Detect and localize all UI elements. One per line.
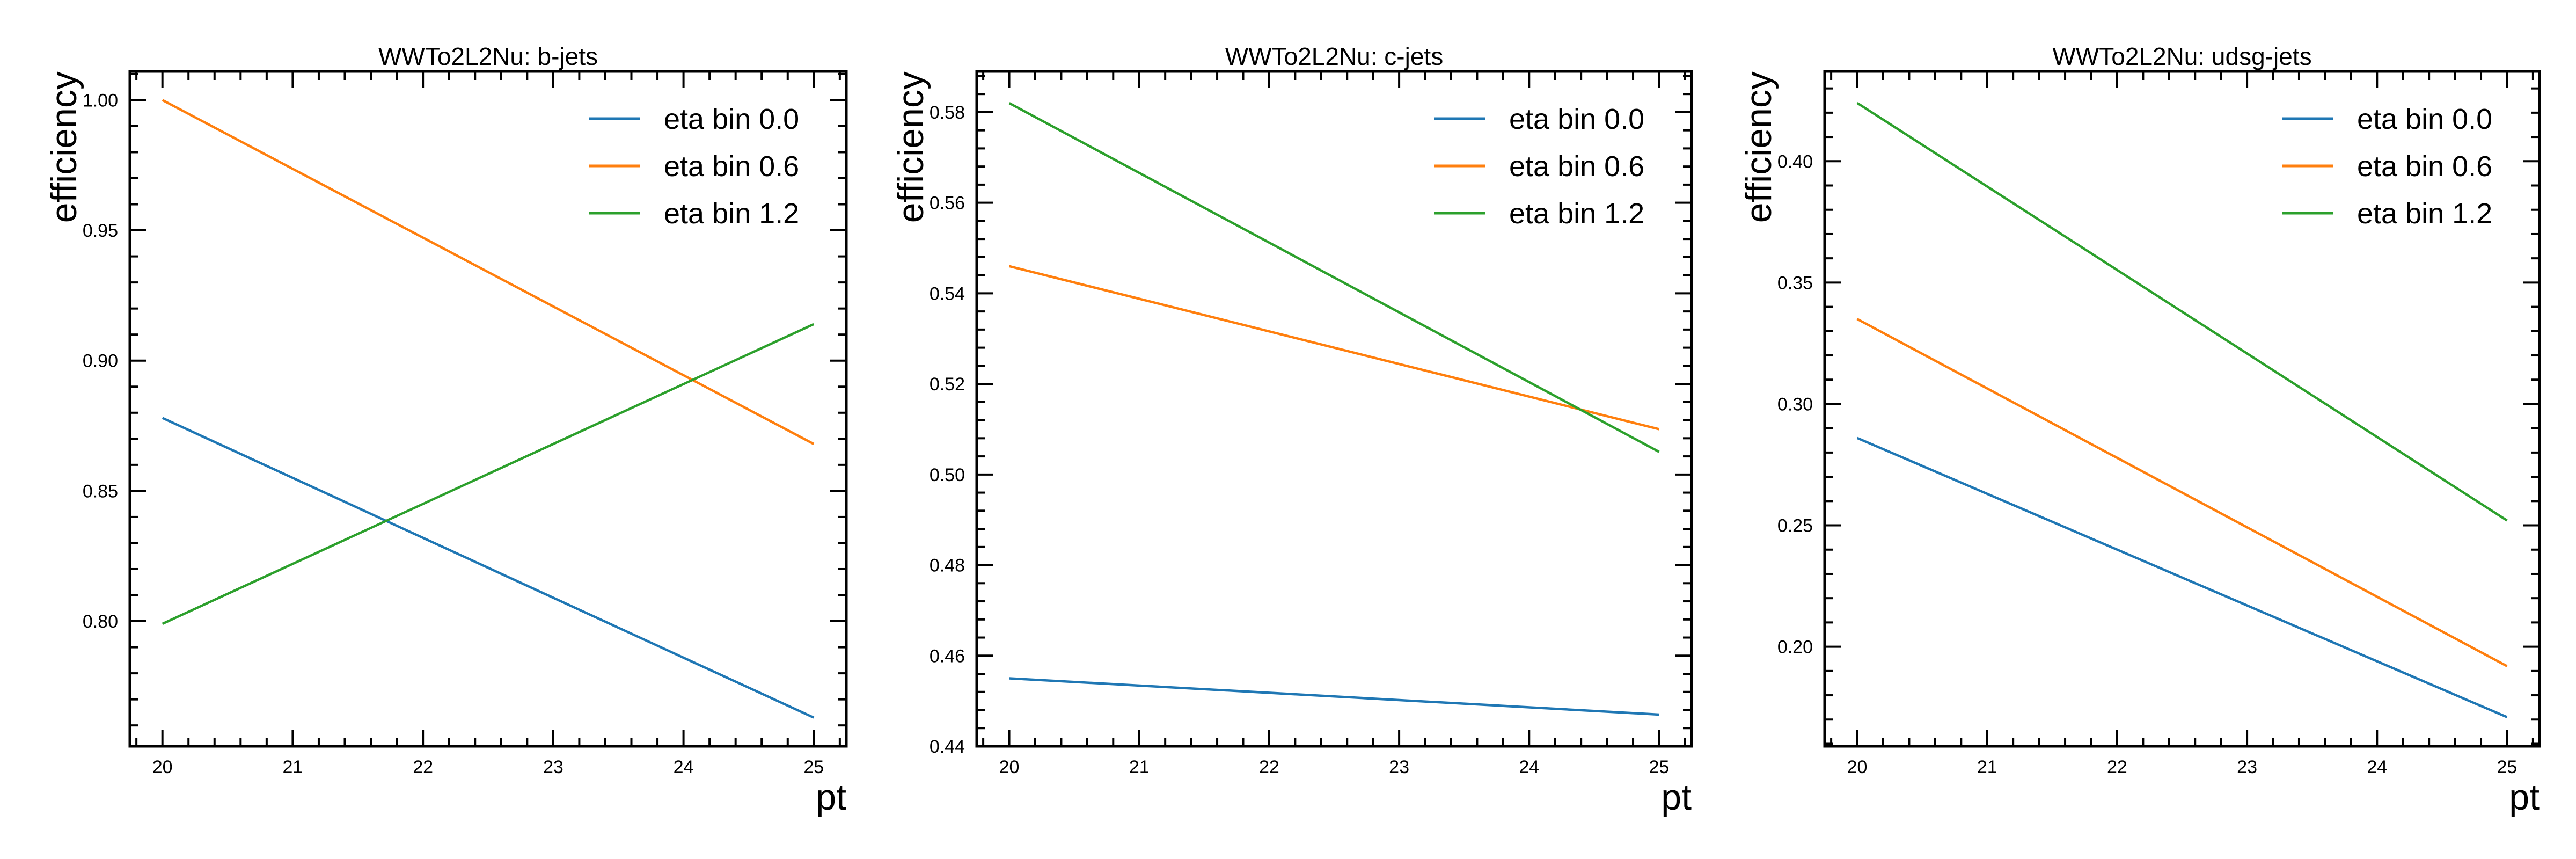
x-tick-label: 24 bbox=[674, 757, 694, 777]
legend-label-1: eta bin 0.0 bbox=[1509, 103, 1644, 135]
y-tick-label: 0.95 bbox=[83, 221, 118, 241]
y-tick-label: 1.00 bbox=[83, 90, 118, 111]
y-axis-label: efficiency bbox=[1738, 71, 1779, 223]
y-tick-label: 0.48 bbox=[930, 556, 965, 576]
plot-frame bbox=[975, 70, 1693, 748]
x-tick-label: 21 bbox=[1129, 757, 1150, 777]
y-tick-label: 0.40 bbox=[1777, 151, 1813, 172]
chart-panel-1: WWTo2L2Nu: b-jets pt efficiency 20 21 22 23 24 2… bbox=[43, 42, 848, 818]
plot-frame bbox=[128, 70, 848, 748]
y-tick-label: 0.35 bbox=[1777, 273, 1813, 293]
y-tick-label: 0.90 bbox=[83, 351, 118, 372]
x-tick-label: 20 bbox=[1847, 757, 1868, 777]
x-tick-label: 25 bbox=[1649, 757, 1670, 777]
series-line-3 bbox=[1856, 101, 2508, 522]
x-tick-label: 21 bbox=[1977, 757, 1997, 777]
x-tick-label: 20 bbox=[152, 757, 173, 777]
chart-panel-2: WWTo2L2Nu: c-jets pt efficiency 20 21 22 23 24 2… bbox=[890, 42, 1693, 818]
series-line-2 bbox=[1008, 265, 1660, 431]
y-tick-label: 0.80 bbox=[83, 612, 118, 632]
chart-title: WWTo2L2Nu: c-jets bbox=[1225, 42, 1443, 70]
y-tick-label: 0.44 bbox=[930, 737, 965, 757]
series-line-1 bbox=[162, 417, 815, 719]
legend-label-3: eta bin 1.2 bbox=[664, 198, 799, 230]
y-tick-label: 0.56 bbox=[930, 193, 965, 214]
series-line-2 bbox=[1856, 318, 2508, 667]
y-axis-label: efficiency bbox=[890, 71, 931, 223]
chart-title: WWTo2L2Nu: b-jets bbox=[378, 42, 598, 70]
x-tick-label: 22 bbox=[413, 757, 433, 777]
x-tick-label: 24 bbox=[2367, 757, 2387, 777]
series-line-2 bbox=[162, 99, 815, 446]
x-axis-label: pt bbox=[816, 777, 846, 818]
x-tick-label: 25 bbox=[803, 757, 824, 777]
x-axis-label: pt bbox=[2509, 777, 2540, 818]
series-line-1 bbox=[1009, 677, 1659, 716]
y-tick-label: 0.85 bbox=[83, 481, 118, 501]
y-tick-label: 0.50 bbox=[930, 465, 965, 485]
x-tick-label: 23 bbox=[543, 757, 564, 777]
y-tick-label: 0.58 bbox=[930, 103, 965, 123]
legend-label-2: eta bin 0.6 bbox=[664, 150, 799, 183]
x-tick-label: 24 bbox=[1519, 757, 1539, 777]
series-line-3 bbox=[1008, 102, 1660, 453]
series-line-3 bbox=[162, 323, 815, 625]
chart-title: WWTo2L2Nu: udsg-jets bbox=[2052, 42, 2311, 70]
y-tick-label: 0.20 bbox=[1777, 637, 1813, 658]
legend-label-1: eta bin 0.0 bbox=[664, 103, 799, 135]
x-tick-label: 23 bbox=[2237, 757, 2257, 777]
y-tick-label: 0.46 bbox=[930, 646, 965, 666]
y-tick-label: 0.30 bbox=[1777, 394, 1813, 414]
x-tick-label: 22 bbox=[2107, 757, 2127, 777]
legend-label-1: eta bin 0.0 bbox=[2357, 103, 2492, 135]
chart-panel-3: WWTo2L2Nu: udsg-jets pt efficiency 20 21 22 23… bbox=[1738, 42, 2541, 818]
legend-label-2: eta bin 0.6 bbox=[2357, 150, 2492, 183]
y-tick-label: 0.54 bbox=[930, 283, 965, 304]
x-tick-label: 23 bbox=[1389, 757, 1409, 777]
y-axis-label: efficiency bbox=[43, 71, 84, 223]
x-tick-label: 22 bbox=[1259, 757, 1279, 777]
legend-label-3: eta bin 1.2 bbox=[1509, 198, 1644, 230]
x-axis-label: pt bbox=[1661, 777, 1692, 818]
y-tick-label: 0.52 bbox=[930, 374, 965, 395]
y-tick-label: 0.25 bbox=[1777, 516, 1813, 536]
x-tick-label: 25 bbox=[2497, 757, 2518, 777]
x-tick-label: 21 bbox=[282, 757, 303, 777]
legend-label-3: eta bin 1.2 bbox=[2357, 198, 2492, 230]
legend-label-2: eta bin 0.6 bbox=[1509, 150, 1644, 183]
series-line-1 bbox=[1856, 436, 2508, 718]
x-tick-label: 20 bbox=[999, 757, 1020, 777]
plot-frame bbox=[1823, 70, 2541, 748]
